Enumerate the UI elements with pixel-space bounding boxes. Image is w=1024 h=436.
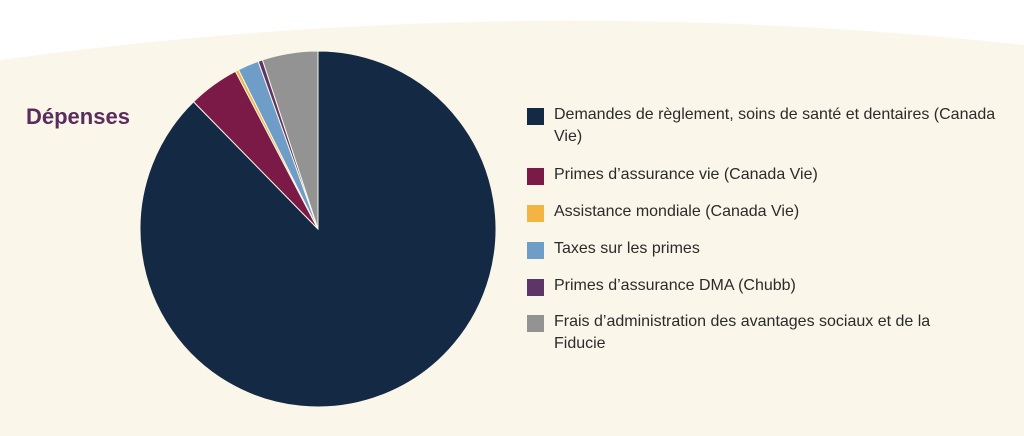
legend-swatch (527, 108, 544, 125)
legend-label: Demandes de règlement, soins de santé et… (554, 106, 996, 145)
pie-slice-5 (261, 50, 319, 230)
legend-label: Assistance mondiale (Canada Vie) (554, 203, 800, 220)
legend-label: Primes d’assurance vie (Canada Vie) (554, 166, 818, 183)
legend-swatch (527, 205, 544, 222)
legend-item-admin-fees: Frais d’administration des avantages soc… (527, 311, 947, 357)
legend-swatch (527, 242, 544, 259)
legend: Demandes de règlement, soins de santé et… (527, 104, 1007, 357)
legend-swatch (527, 315, 544, 332)
legend-label: Taxes sur les primes (554, 240, 700, 257)
legend-label: Primes d’assurance DMA (Chubb) (554, 277, 796, 294)
chart-title: Dépenses (26, 104, 130, 129)
legend-label: Frais d’administration des avantages soc… (554, 313, 931, 352)
legend-swatch (527, 168, 544, 185)
legend-item-life-premiums: Primes d’assurance vie (Canada Vie) (527, 164, 1007, 186)
legend-swatch (527, 279, 544, 296)
legend-item-dma-premiums: Primes d’assurance DMA (Chubb) (527, 275, 1007, 297)
legend-item-claims: Demandes de règlement, soins de santé et… (527, 104, 1007, 150)
legend-item-premium-taxes: Taxes sur les primes (527, 238, 1007, 260)
legend-item-global-assistance: Assistance mondiale (Canada Vie) (527, 201, 1007, 223)
